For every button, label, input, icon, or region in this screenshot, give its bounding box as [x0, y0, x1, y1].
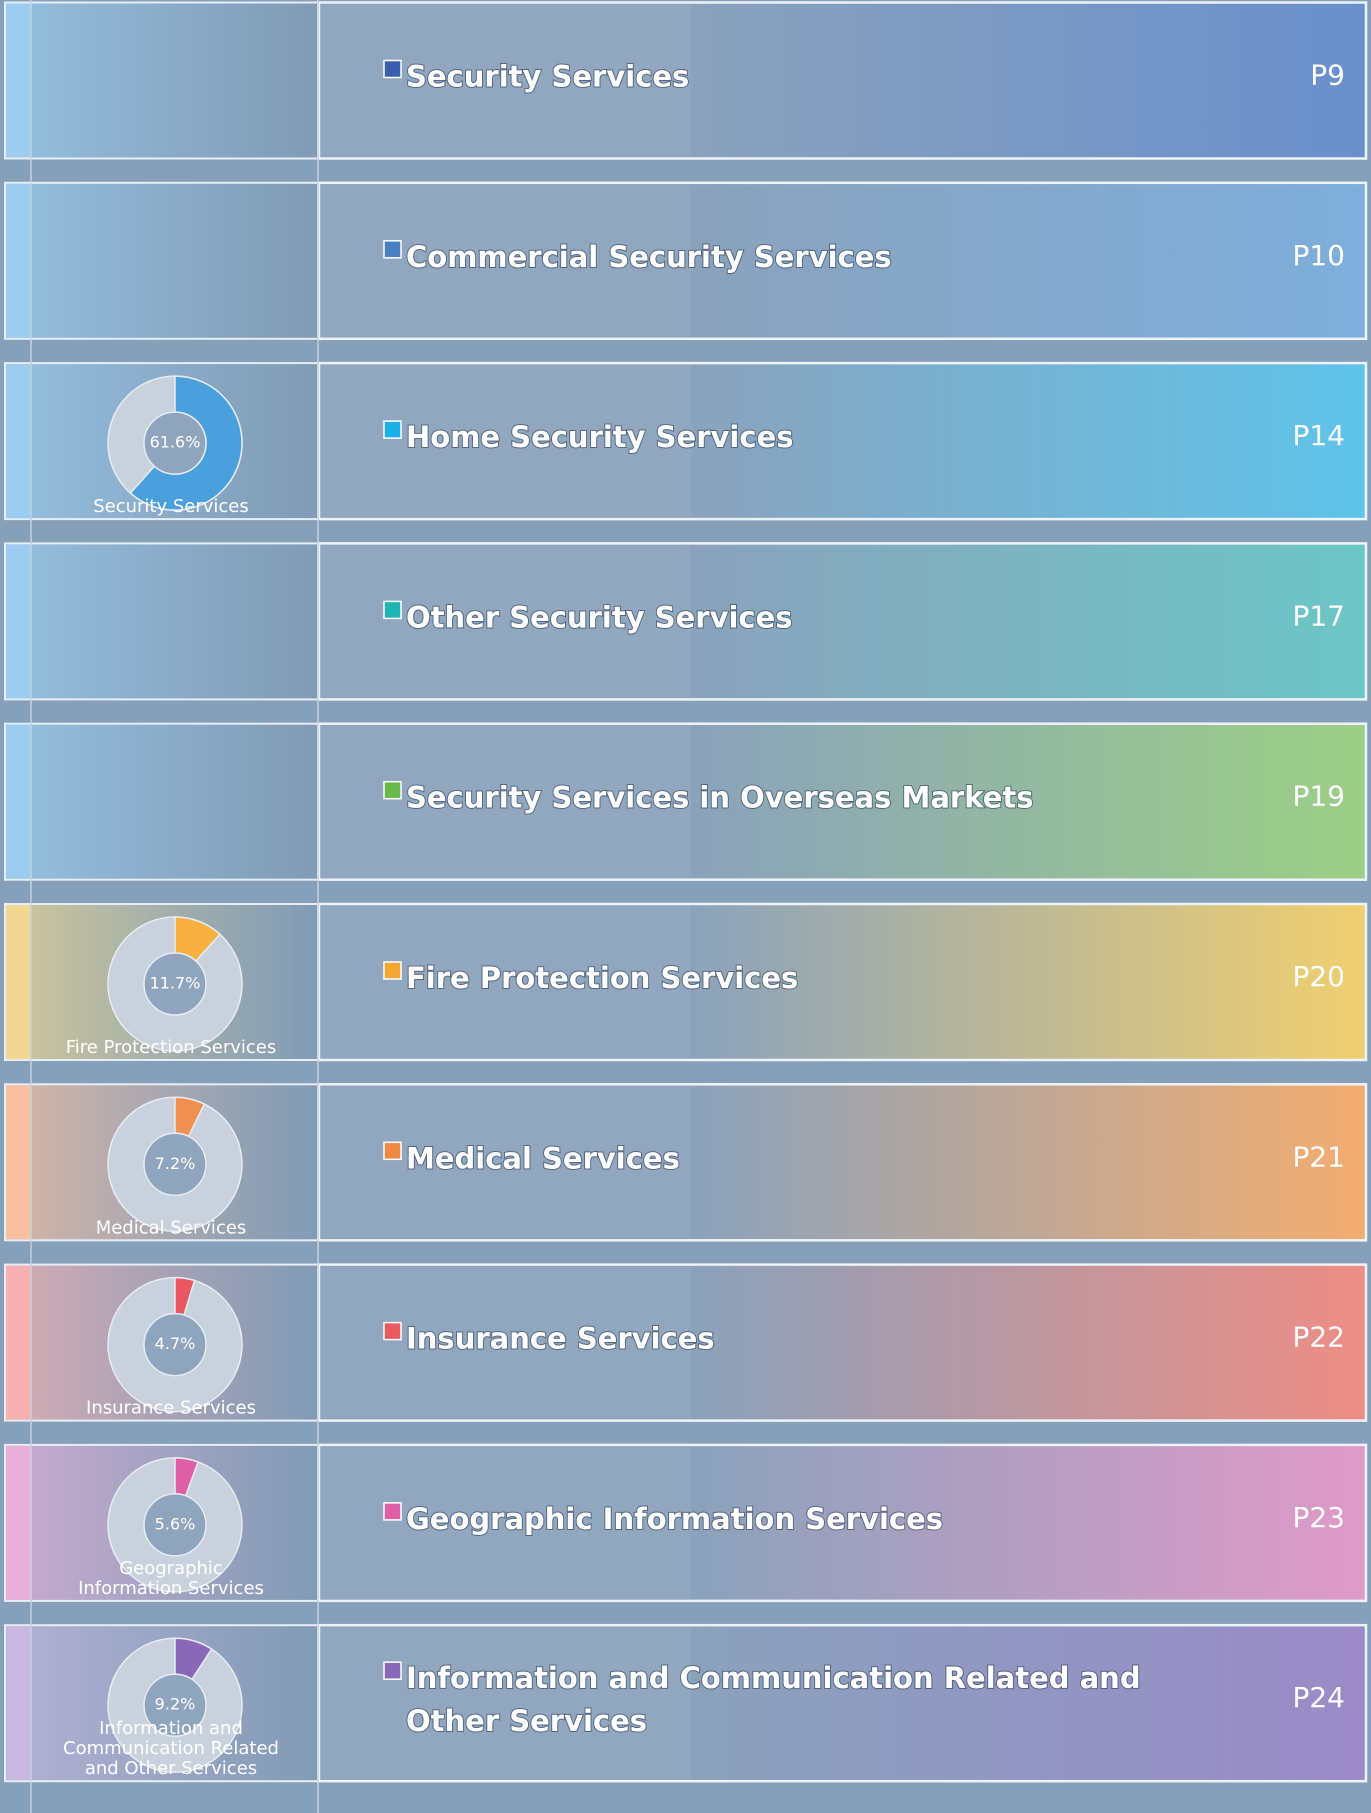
section-title: Geographic Information Services: [406, 1502, 943, 1536]
section-title: Medical Services: [406, 1141, 680, 1175]
page-number: P14: [1292, 419, 1345, 452]
color-strip: [6, 1266, 31, 1420]
section-title: Security Services in Overseas Markets: [406, 781, 1034, 815]
title-square: [384, 241, 401, 258]
donut-percent: 61.6%: [150, 433, 201, 452]
donut-caption: Security Services: [93, 496, 249, 517]
donut-caption: and Other Services: [85, 1758, 257, 1779]
page-number: P20: [1292, 960, 1345, 993]
color-strip: [6, 1446, 31, 1600]
left-panel: [5, 724, 318, 880]
title-square: [384, 601, 401, 618]
title-square: [384, 962, 401, 979]
page-number: P22: [1292, 1321, 1345, 1354]
left-panel: [5, 543, 318, 699]
donut-caption: Information Services: [78, 1578, 264, 1599]
title-square: [384, 1323, 401, 1340]
color-strip: [6, 364, 31, 518]
page-number: P19: [1292, 780, 1345, 813]
title-square: [384, 421, 401, 438]
donut-percent: 4.7%: [155, 1334, 196, 1353]
left-panel: [5, 3, 318, 159]
title-square: [384, 782, 401, 799]
page-number: P23: [1292, 1501, 1345, 1534]
service-index: Security Services P9 Commercial Security S…: [0, 0, 1371, 1813]
donut-percent: 11.7%: [150, 974, 201, 993]
page-number: P17: [1292, 599, 1345, 632]
photo-area: [321, 1627, 691, 1779]
section-title: Insurance Services: [406, 1322, 715, 1356]
section-title: Other Security Services: [406, 600, 793, 634]
section-title: Information and Communication Related an…: [406, 1661, 1141, 1695]
donut-caption: Information and: [99, 1718, 243, 1739]
donut-percent: 9.2%: [155, 1695, 196, 1714]
donut-caption: Insurance Services: [86, 1398, 256, 1419]
title-square: [384, 61, 401, 78]
section-title: Other Services: [406, 1704, 647, 1738]
page-number: P24: [1292, 1681, 1345, 1714]
color-strip: [6, 184, 31, 338]
color-strip: [6, 4, 31, 158]
title-square: [384, 1142, 401, 1159]
donut-caption: Communication Related: [63, 1738, 279, 1759]
color-strip: [6, 905, 31, 1059]
color-strip: [6, 725, 31, 879]
left-panel: [5, 183, 318, 339]
title-square: [384, 1503, 401, 1520]
donut-caption: Geographic: [119, 1558, 223, 1579]
color-strip: [6, 1085, 31, 1239]
page-number: P10: [1292, 239, 1345, 272]
page-number: P21: [1292, 1140, 1345, 1173]
title-square: [384, 1662, 401, 1679]
section-title: Security Services: [406, 60, 689, 94]
page-number: P9: [1310, 59, 1345, 92]
section-title: Fire Protection Services: [406, 961, 798, 995]
color-strip: [6, 1626, 31, 1780]
donut-percent: 7.2%: [155, 1154, 196, 1173]
section-title: Commercial Security Services: [406, 240, 892, 274]
color-strip: [6, 544, 31, 698]
donut-caption: Medical Services: [96, 1217, 247, 1238]
donut-percent: 5.6%: [155, 1514, 196, 1533]
donut-caption: Fire Protection Services: [66, 1037, 277, 1058]
section-title: Home Security Services: [406, 420, 794, 454]
